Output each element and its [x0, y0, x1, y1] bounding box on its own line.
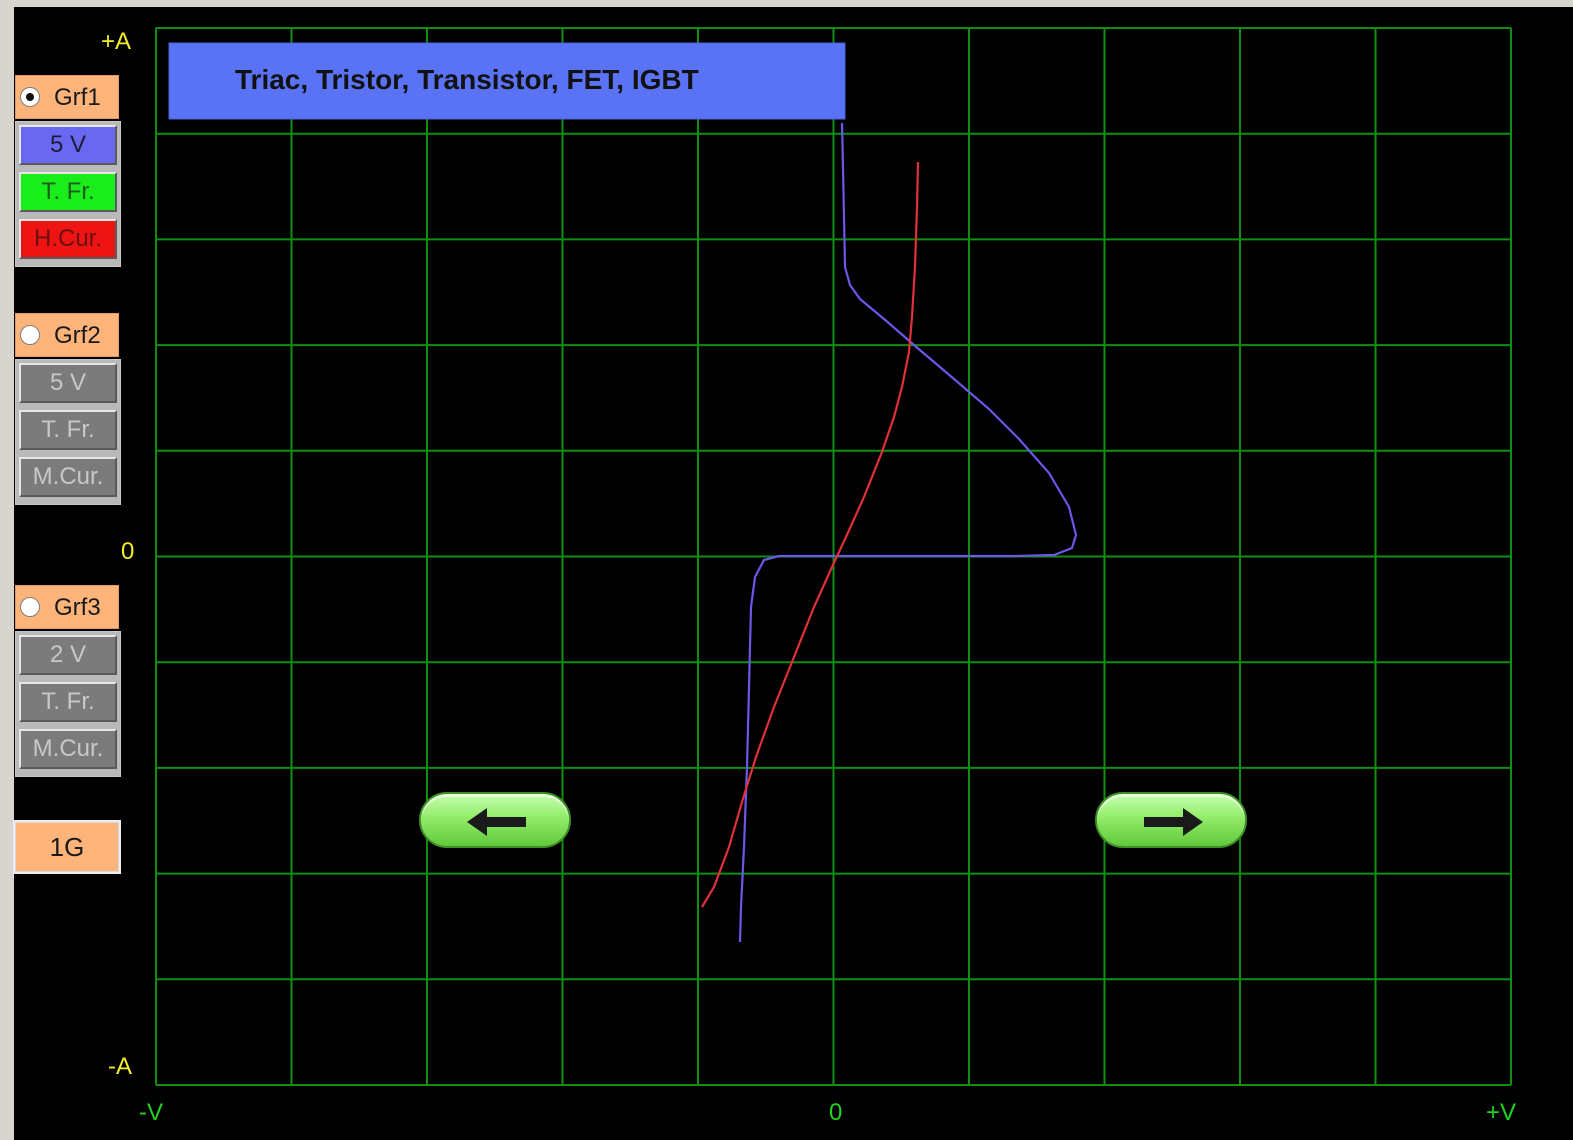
arrow-right-icon	[1144, 808, 1203, 836]
radio-selected-dot	[26, 93, 34, 101]
grid	[155, 27, 1512, 1086]
curve-tracer-display: Triac, Tristor, Transistor, FET, IGBT +A…	[101, 27, 1516, 1126]
trace-grf1	[738, 122, 1078, 943]
trace-grf2	[701, 161, 920, 908]
grf1-radio[interactable]	[20, 87, 40, 107]
grf2-label: Grf2	[54, 322, 101, 349]
x-zero-label: 0	[829, 1099, 842, 1126]
grf3-group: Grf3 2 V T. Fr. M.Cur.	[15, 585, 121, 777]
grf1-label: Grf1	[54, 84, 101, 111]
scroll-left-button[interactable]	[419, 792, 571, 848]
x-right-label: +V	[1486, 1099, 1516, 1126]
grf1-group: Grf1 5 V T. Fr. H.Cur.	[15, 75, 121, 267]
grf3-label: Grf3	[54, 594, 101, 621]
gain-button[interactable]: 1G	[13, 820, 121, 874]
arrow-left-icon	[467, 808, 526, 836]
grf1-selector[interactable]: Grf1	[15, 75, 119, 119]
oscilloscope-screen: Triac, Tristor, Transistor, FET, IGBT +A…	[13, 7, 1573, 1140]
grf2-voltage-button[interactable]: 5 V	[19, 363, 117, 403]
grf3-current-button[interactable]: M.Cur.	[19, 729, 117, 769]
grf1-voltage-button[interactable]: 5 V	[19, 125, 117, 165]
grf2-freq-button[interactable]: T. Fr.	[19, 410, 117, 450]
y-zero-label: 0	[121, 538, 134, 565]
title-box	[168, 42, 846, 120]
grf2-current-button[interactable]: M.Cur.	[19, 457, 117, 497]
grf2-selector[interactable]: Grf2	[15, 313, 119, 357]
x-left-label: -V	[139, 1099, 163, 1126]
y-bottom-label: -A	[108, 1053, 132, 1080]
grf2-controls: 5 V T. Fr. M.Cur.	[15, 359, 121, 505]
grf3-voltage-button[interactable]: 2 V	[19, 635, 117, 675]
scroll-right-button[interactable]	[1095, 792, 1247, 848]
grf1-freq-button[interactable]: T. Fr.	[19, 172, 117, 212]
y-top-label: +A	[101, 28, 131, 55]
grf1-current-button[interactable]: H.Cur.	[19, 219, 117, 259]
grf3-selector[interactable]: Grf3	[15, 585, 119, 629]
grf1-controls: 5 V T. Fr. H.Cur.	[15, 121, 121, 267]
title-text: Triac, Tristor, Transistor, FET, IGBT	[235, 64, 699, 95]
grf3-radio[interactable]	[20, 597, 40, 617]
grf2-group: Grf2 5 V T. Fr. M.Cur.	[15, 313, 121, 505]
grf2-radio[interactable]	[20, 325, 40, 345]
grf3-freq-button[interactable]: T. Fr.	[19, 682, 117, 722]
grf3-controls: 2 V T. Fr. M.Cur.	[15, 631, 121, 777]
